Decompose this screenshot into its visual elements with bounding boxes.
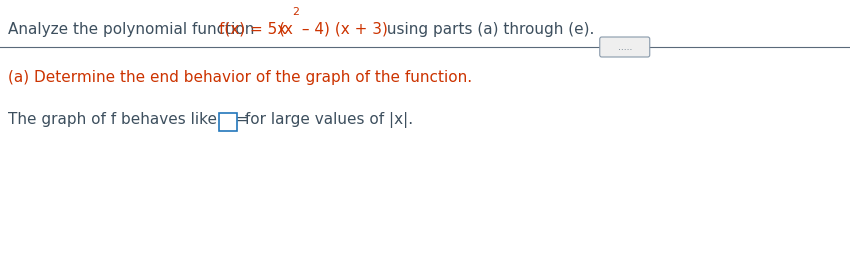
Text: (x + 3): (x + 3)	[330, 22, 388, 37]
Text: – 4): – 4)	[297, 22, 330, 37]
Text: .....: .....	[618, 43, 632, 52]
Bar	[219, 113, 237, 131]
Text: The graph of f behaves like y =: The graph of f behaves like y =	[8, 112, 253, 127]
Text: Analyze the polynomial function: Analyze the polynomial function	[8, 22, 259, 37]
Text: 2: 2	[292, 7, 298, 17]
Text: (a) Determine the end behavior of the graph of the function.: (a) Determine the end behavior of the gr…	[8, 70, 472, 85]
FancyBboxPatch shape	[600, 37, 649, 57]
Text: for large values of |x|.: for large values of |x|.	[241, 112, 413, 128]
Text: f(x) = 5x: f(x) = 5x	[219, 22, 286, 37]
Text: using parts (a) through (e).: using parts (a) through (e).	[382, 22, 595, 37]
Text: (x: (x	[279, 22, 293, 37]
